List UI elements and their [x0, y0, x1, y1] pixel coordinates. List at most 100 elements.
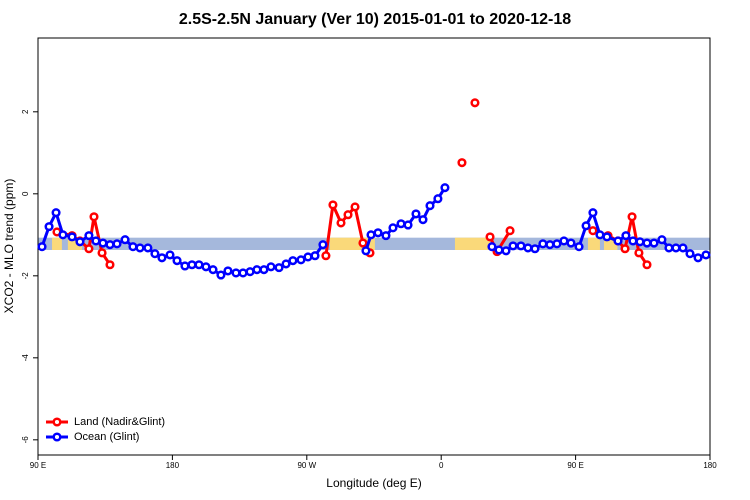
- point: [245, 267, 255, 277]
- point: [457, 158, 467, 168]
- point: [552, 239, 562, 249]
- point: [523, 243, 533, 253]
- point: [358, 238, 368, 248]
- point: [627, 212, 637, 222]
- point: [84, 244, 94, 254]
- point: [98, 238, 108, 248]
- point: [538, 239, 548, 249]
- point: [545, 240, 555, 250]
- point: [425, 201, 435, 211]
- point: [411, 209, 421, 219]
- point: [574, 242, 584, 252]
- point: [67, 232, 77, 242]
- point: [501, 246, 511, 256]
- point: [635, 237, 645, 247]
- point: [51, 208, 61, 218]
- point: [238, 268, 248, 278]
- point: [671, 243, 681, 253]
- land-band: [52, 237, 62, 250]
- point: [530, 244, 540, 254]
- point: [628, 236, 638, 246]
- point: [350, 202, 360, 212]
- point: [150, 249, 160, 259]
- point: [373, 228, 383, 238]
- x-tick-label: 90 E: [567, 461, 583, 470]
- point: [418, 215, 428, 225]
- point: [105, 240, 115, 250]
- point: [135, 243, 145, 253]
- point: [89, 212, 99, 222]
- point: [701, 250, 711, 260]
- point: [595, 230, 605, 240]
- point: [208, 265, 218, 275]
- point: [318, 240, 328, 250]
- point: [485, 232, 495, 242]
- x-tick-label: 0: [439, 461, 444, 470]
- point: [252, 265, 262, 275]
- point: [343, 210, 353, 220]
- point: [75, 237, 85, 247]
- point: [91, 236, 101, 246]
- point: [187, 260, 197, 270]
- point: [281, 259, 291, 269]
- point: [201, 262, 211, 272]
- point: [642, 260, 652, 270]
- point: [44, 222, 54, 232]
- point: [321, 251, 331, 261]
- point: [97, 248, 107, 258]
- point: [602, 232, 612, 242]
- y-tick-label: -6: [21, 436, 30, 444]
- point: [581, 221, 591, 231]
- point: [516, 241, 526, 251]
- point: [194, 260, 204, 270]
- y-tick-label: -2: [21, 272, 30, 280]
- point: [433, 194, 443, 204]
- x-tick-label: 180: [703, 461, 717, 470]
- point: [396, 219, 406, 229]
- point: [37, 242, 47, 252]
- land-band: [454, 237, 491, 250]
- point: [487, 242, 497, 252]
- point: [84, 231, 94, 241]
- point: [223, 266, 233, 276]
- y-axis-label: XCO2 - MLO trend (ppm): [2, 179, 16, 314]
- x-tick-label: 180: [166, 461, 180, 470]
- point: [143, 243, 153, 253]
- x-tick-label: 90 W: [297, 461, 316, 470]
- point: [128, 242, 138, 252]
- legend-label: Ocean (Glint): [74, 431, 139, 443]
- point: [505, 226, 515, 236]
- point: [336, 218, 346, 228]
- point: [165, 250, 175, 260]
- point: [634, 248, 644, 258]
- point: [296, 255, 306, 265]
- point: [266, 262, 276, 272]
- chart-title: 2.5S-2.5N January (Ver 10) 2015-01-01 to…: [179, 11, 571, 28]
- point: [231, 268, 241, 278]
- point: [288, 256, 298, 266]
- point: [388, 223, 398, 233]
- point: [508, 241, 518, 251]
- point: [559, 236, 569, 246]
- point: [693, 253, 703, 263]
- y-tick-label: 0: [21, 191, 30, 196]
- point: [105, 260, 115, 270]
- point: [259, 265, 269, 275]
- point: [328, 200, 338, 210]
- point: [620, 244, 630, 254]
- point: [381, 231, 391, 241]
- x-tick-label: 90 E: [30, 461, 46, 470]
- point: [274, 263, 284, 273]
- point: [440, 183, 450, 193]
- point: [112, 239, 122, 249]
- x-axis-label: Longitude (deg E): [326, 476, 421, 490]
- point: [180, 261, 190, 271]
- legend-marker: [52, 417, 62, 427]
- point: [470, 98, 480, 108]
- point: [310, 251, 320, 261]
- y-tick-label: -4: [21, 354, 30, 362]
- point: [588, 226, 598, 236]
- point: [216, 270, 226, 280]
- point: [588, 208, 598, 218]
